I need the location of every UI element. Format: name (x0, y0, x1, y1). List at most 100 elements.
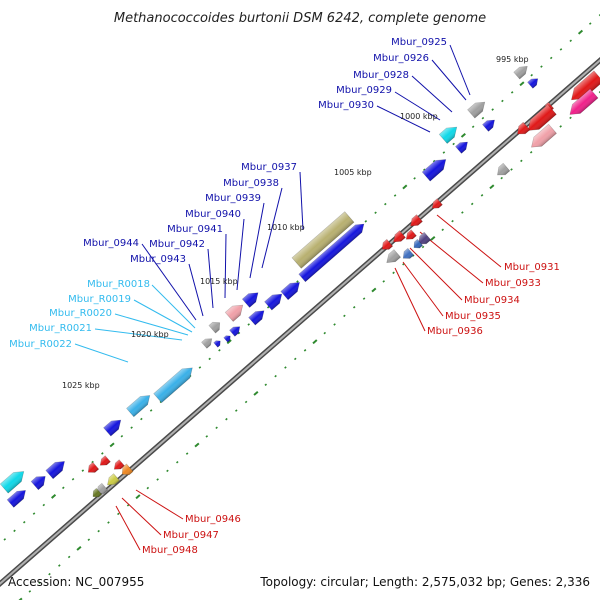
tick-mark (117, 512, 120, 516)
gene-label-mbur-0944[interactable]: Mbur_0944 (83, 238, 139, 249)
gene-cds-forward-left-1[interactable] (45, 457, 68, 480)
label-connector-line (249, 202, 265, 279)
gene-reverse-mid-2[interactable] (383, 249, 401, 267)
tick-mark (296, 280, 299, 283)
gene-mbur-r0020-arrow[interactable] (223, 334, 232, 343)
gene-label-mbur-0938[interactable]: Mbur_0938 (223, 178, 279, 189)
gene-reverse-right-6[interactable] (528, 123, 557, 151)
gene-label-mbur-0933[interactable]: Mbur_0933 (485, 278, 541, 289)
label-connector-line (74, 343, 129, 363)
tick-mark (107, 521, 110, 524)
gene-mbur-0925-arrow[interactable] (513, 63, 530, 80)
gene-mbur-0931-arrow[interactable] (430, 198, 443, 212)
label-connector-line (94, 328, 183, 341)
tick-mark (226, 339, 232, 345)
gene-label-mbur-r0021[interactable]: Mbur_R0021 (29, 323, 92, 334)
gene-reverse-right-2[interactable] (566, 88, 599, 119)
gene-mbur-0940-arrow[interactable] (264, 290, 286, 311)
gene-mbur-0938-arrow[interactable] (298, 220, 367, 283)
gene-mbur-0941-arrow[interactable] (248, 307, 268, 326)
gene-label-mbur-r0020[interactable]: Mbur_R0020 (49, 308, 112, 319)
gene-label-mbur-0936[interactable]: Mbur_0936 (427, 326, 483, 337)
gene-mbur-r0019-arrow[interactable] (213, 339, 222, 348)
gene-mbur-r0022-arrow[interactable] (126, 391, 154, 418)
gene-mbur-0946-arrow[interactable] (85, 461, 100, 475)
gene-label-mbur-0942[interactable]: Mbur_0942 (149, 239, 205, 250)
gene-mbur-0928-arrow[interactable] (467, 98, 489, 119)
gene-mbur-0933-arrow[interactable] (408, 214, 423, 230)
gene-reverse-mid-1[interactable] (379, 238, 394, 252)
tick-mark (71, 477, 75, 481)
tick-mark (461, 211, 464, 214)
gene-label-mbur-r0018[interactable]: Mbur_R0018 (87, 279, 150, 290)
gene-mbur-0936-arrow[interactable] (415, 231, 432, 247)
gene-label-mbur-0943[interactable]: Mbur_0943 (130, 254, 186, 265)
tick-mark (198, 366, 202, 369)
tick-mark (343, 314, 346, 318)
gene-mbur-0939-arrow[interactable] (280, 278, 303, 301)
gene-mbur-0943-arrow[interactable] (224, 301, 246, 322)
tick-mark (208, 357, 211, 361)
gene-mbur-0935-arrow[interactable] (404, 229, 417, 243)
tick-mark (130, 426, 133, 429)
gene-label-mbur-0940[interactable]: Mbur_0940 (185, 209, 241, 220)
tick-mark (481, 116, 485, 120)
gene-label-mbur-0946[interactable]: Mbur_0946 (185, 514, 241, 525)
tick-mark (411, 254, 415, 257)
tick-mark (253, 390, 259, 396)
tick-mark (598, 13, 600, 17)
gene-label-mbur-0947[interactable]: Mbur_0947 (163, 530, 219, 541)
gene-label-mbur-0935[interactable]: Mbur_0935 (445, 311, 501, 322)
gene-mbur-0942-arrow[interactable] (241, 289, 261, 308)
gene-label-mbur-r0022[interactable]: Mbur_R0022 (9, 339, 72, 350)
gene-reverse-left-4[interactable] (90, 487, 103, 499)
gene-label-mbur-0931[interactable]: Mbur_0931 (504, 262, 560, 273)
gene-mbur-0926-arrow[interactable] (527, 76, 541, 89)
gene-reverse-mid-4[interactable] (411, 238, 424, 250)
gene-reverse-right-7[interactable] (494, 162, 511, 178)
gene-mbur-0947-arrow[interactable] (98, 455, 111, 469)
tick-mark (42, 503, 46, 507)
tick-mark (452, 142, 455, 146)
gene-reverse-left-1[interactable] (119, 463, 134, 478)
gene-label-mbur-0930[interactable]: Mbur_0930 (318, 100, 374, 111)
gene-label-mbur-0928[interactable]: Mbur_0928 (353, 70, 409, 81)
tick-mark (402, 184, 408, 190)
label-connector-line (135, 489, 184, 520)
gene-label-mbur-0939[interactable]: Mbur_0939 (205, 193, 261, 204)
gene-cyan-left[interactable] (0, 467, 27, 494)
gene-cds-forward-mid[interactable] (103, 416, 125, 437)
gene-reverse-right-4[interactable] (524, 104, 557, 136)
gene-label-mbur-0937[interactable]: Mbur_0937 (241, 162, 297, 173)
gene-label-mbur-0948[interactable]: Mbur_0948 (142, 545, 198, 556)
gene-mbur-0948-arrow[interactable] (112, 459, 125, 473)
label-connector-line (449, 44, 471, 96)
gene-label-mbur-0941[interactable]: Mbur_0941 (167, 224, 223, 235)
gene-mbur-0944-arrow[interactable] (208, 319, 223, 334)
gene-mbur-0937-arrow[interactable] (421, 155, 449, 182)
tick-mark (471, 125, 475, 129)
gene-mbur-0929-arrow[interactable] (482, 117, 498, 132)
gene-cds-forward-left-3[interactable] (6, 487, 29, 508)
gene-label-mbur-0934[interactable]: Mbur_0934 (464, 295, 520, 306)
gene-reverse-mid-3[interactable] (400, 247, 415, 261)
gene-label-mbur-0925[interactable]: Mbur_0925 (391, 37, 447, 48)
gene-reverse-right-5[interactable] (514, 121, 531, 137)
gene-cds-forward-left-2[interactable] (30, 472, 49, 491)
gene-reverse-left-2[interactable] (105, 473, 120, 489)
gene-label-mbur-r0019[interactable]: Mbur_R0019 (68, 294, 131, 305)
gene-pseudo-box[interactable] (291, 211, 355, 269)
gene-cds-forward-small[interactable] (229, 324, 243, 337)
gene-reverse-right-1[interactable] (567, 70, 600, 105)
gene-mbur-0930-arrow[interactable] (438, 123, 460, 144)
gene-mbur-r0021-arrow[interactable] (153, 363, 197, 404)
gene-mbur-0934-arrow[interactable] (391, 230, 406, 246)
gene-mbur-r0018-arrow[interactable] (201, 336, 215, 349)
gene-cds-forward-arrow[interactable] (455, 139, 471, 154)
tick-mark (530, 73, 533, 77)
gene-reverse-left-3[interactable] (94, 482, 109, 496)
map-title: Methanococcoides burtonii DSM 6242, comp… (114, 11, 486, 26)
tick-mark (293, 357, 297, 361)
gene-label-mbur-0926[interactable]: Mbur_0926 (373, 53, 429, 64)
gene-label-mbur-0929[interactable]: Mbur_0929 (336, 85, 392, 96)
